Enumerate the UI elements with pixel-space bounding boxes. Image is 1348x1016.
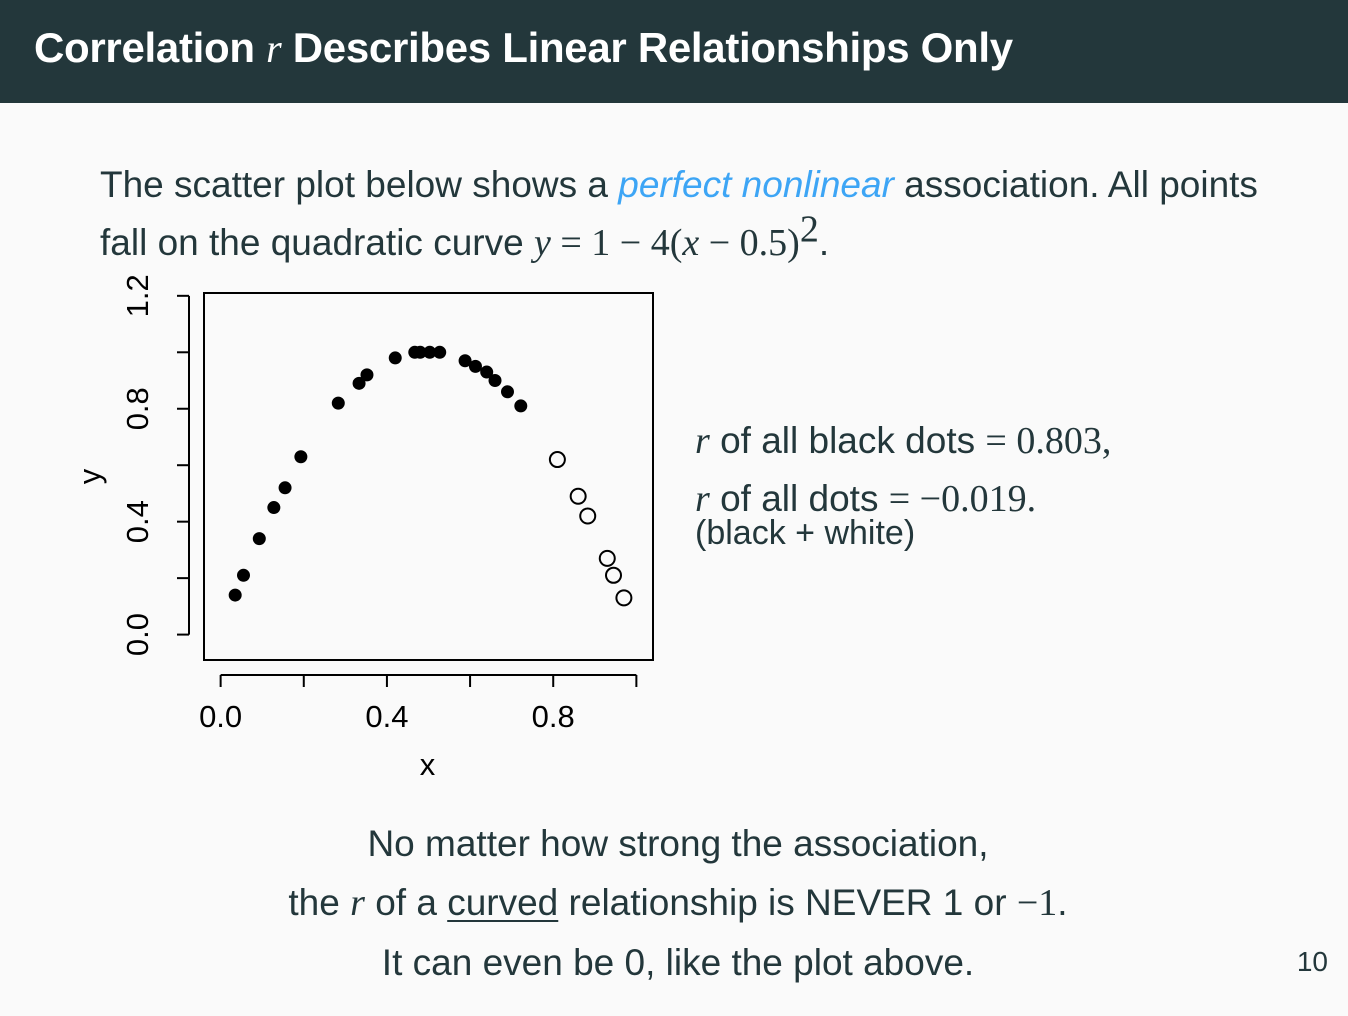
- concl2-underlined: curved: [447, 882, 559, 923]
- stat1-r: r: [695, 420, 710, 462]
- conclusion-line-3: It can even be 0, like the plot above.: [381, 942, 975, 983]
- y-tick-label: 0.4: [120, 500, 155, 543]
- black-dot: [488, 374, 502, 388]
- black-dot: [267, 501, 281, 515]
- black-dot: [500, 385, 514, 399]
- black-dot: [278, 481, 292, 495]
- black-dot: [480, 365, 494, 379]
- stat2-note: (black + white): [695, 514, 916, 552]
- plot-frame: [203, 292, 654, 661]
- title-math-r: r: [266, 26, 282, 71]
- eq-exponent: 2: [799, 208, 819, 251]
- x-tick-label: 0.0: [199, 699, 242, 734]
- black-dot: [360, 368, 374, 382]
- intro-text-1: The scatter plot below shows a: [100, 164, 619, 205]
- black-dot: [228, 588, 242, 602]
- conclusion-line-2: the r of a curved relationship is NEVER …: [0, 873, 1348, 933]
- y-axis-label: y: [80, 468, 107, 484]
- page-number: 10: [1296, 946, 1328, 977]
- concl2-c: relationship is NEVER 1 or: [558, 882, 1017, 923]
- black-dot: [468, 359, 482, 373]
- stat1-value: = 0.803,: [985, 420, 1112, 462]
- concl2-neg-one: −1: [1016, 882, 1058, 924]
- intro-emphasis: perfect nonlinear: [618, 164, 894, 205]
- title-bar: Correlation r Describes Linear Relations…: [0, 0, 1348, 103]
- black-dot: [331, 396, 345, 410]
- black-dot: [294, 450, 308, 464]
- intro-text-2: association. All points fall on the quad…: [100, 164, 1258, 263]
- conclusion-line-1: No matter how strong the association,: [367, 823, 989, 864]
- correlation-stats: r of all black dots = 0.803, r of all do…: [695, 412, 1111, 553]
- concl2-a: the: [288, 882, 351, 923]
- stat-black-dots: r of all black dots = 0.803,: [695, 412, 1111, 470]
- x-tick-label: 0.8: [532, 699, 575, 734]
- white-dot: [569, 487, 587, 505]
- white-dot: [605, 566, 623, 584]
- y-tick-label: 0.8: [120, 387, 155, 430]
- white-dot: [615, 589, 633, 607]
- conclusion: No matter how strong the association, th…: [0, 814, 1348, 992]
- black-dot: [433, 345, 447, 359]
- concl2-end: .: [1057, 882, 1068, 923]
- eq-part-1: = 1 − 4(: [550, 222, 683, 264]
- concl2-r: r: [350, 882, 365, 924]
- white-dot: [548, 451, 566, 469]
- stat1-label: of all black dots: [709, 420, 986, 461]
- stat-all-dots: r of all dots = −0.019.: [695, 470, 1111, 528]
- concl2-b: of a: [364, 882, 448, 923]
- y-tick-label: 1.2: [120, 274, 155, 317]
- stat2-value: = −0.019.: [888, 478, 1037, 520]
- white-dot: [579, 507, 597, 525]
- intro-end: .: [818, 222, 830, 263]
- y-tick-label: 0.0: [120, 613, 155, 656]
- black-dot: [236, 568, 250, 582]
- x-axis-label: x: [420, 747, 436, 782]
- black-dot: [514, 399, 528, 413]
- white-dot: [598, 549, 616, 567]
- eq-part-2: − 0.5): [699, 222, 800, 264]
- eq-var-y: y: [533, 222, 551, 264]
- stat2-r: r: [695, 478, 710, 520]
- black-dot: [388, 351, 402, 365]
- title-text-end: Describes Linear Relationships Only: [281, 24, 1013, 71]
- eq-var-x: x: [682, 222, 700, 264]
- x-tick-label: 0.4: [365, 699, 408, 734]
- scatter-plot: 0.0 0.4 0.8 x 0.0 0.4 0.8 1.2 y: [80, 274, 654, 782]
- title-text-start: Correlation: [34, 24, 267, 71]
- slide-title: Correlation r Describes Linear Relations…: [34, 24, 1013, 72]
- black-dot: [458, 354, 472, 368]
- intro-paragraph: The scatter plot below shows a perfect n…: [100, 156, 1260, 272]
- stat2-label: of all dots: [709, 478, 889, 519]
- black-dot: [252, 532, 266, 546]
- black-dot: [352, 376, 366, 390]
